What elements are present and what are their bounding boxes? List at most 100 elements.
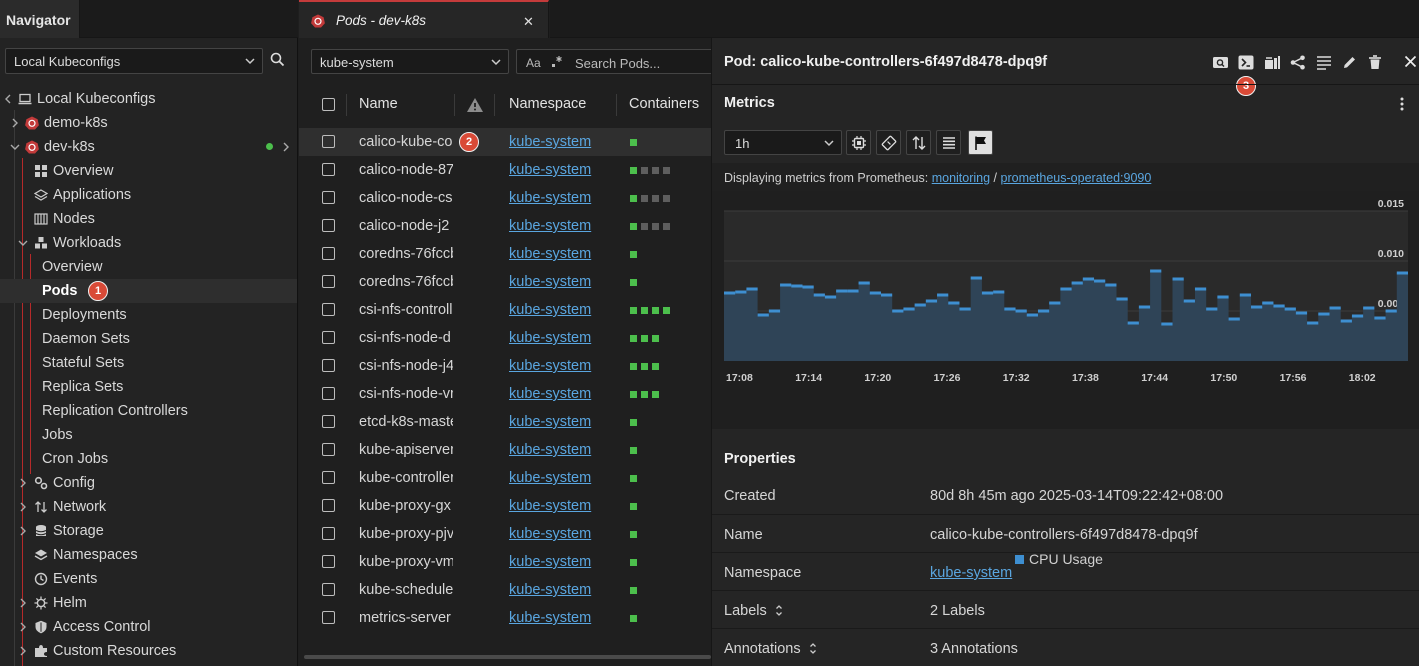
row-checkbox[interactable] [322,247,335,260]
row-checkbox[interactable] [322,163,335,176]
pod-namespace-link[interactable]: kube-system [509,358,592,374]
monitoring-link[interactable]: monitoring [931,171,991,185]
row-checkbox[interactable] [322,303,335,316]
search-icon[interactable] [270,52,285,67]
pod-namespace-link[interactable]: kube-system [509,470,592,486]
regex-icon[interactable] [550,55,564,69]
tree-daemon-sets[interactable]: Daemon Sets [0,327,297,351]
pod-namespace-link[interactable]: kube-system [509,218,592,234]
tree-events[interactable]: Events [0,567,297,591]
table-row[interactable]: csi-nfs-node-vr kube-system [299,380,711,408]
row-checkbox[interactable] [322,415,335,428]
row-checkbox[interactable] [322,219,335,232]
row-checkbox[interactable] [322,135,335,148]
tree-access-control[interactable]: Access Control [0,615,297,639]
table-row[interactable]: coredns-76fccb kube-system [299,268,711,296]
table-row[interactable]: csi-nfs-node-d kube-system [299,324,711,352]
table-row[interactable]: kube-proxy-vm kube-system [299,548,711,576]
property-row-annotations[interactable]: Annotations 3 Annotations [712,628,1419,666]
pod-namespace-link[interactable]: kube-system [509,190,592,206]
chart-legend[interactable]: CPU Usage [1015,551,1103,567]
pods-search-input[interactable]: Aa Search Pods... [516,49,716,74]
share-icon[interactable] [1290,55,1306,70]
match-case-toggle[interactable]: Aa [526,56,541,70]
row-checkbox[interactable] [322,275,335,288]
namespace-select[interactable]: kube-system [311,49,509,74]
pod-namespace-link[interactable]: kube-system [509,274,592,290]
tree-config[interactable]: Config [0,471,297,495]
tree-network[interactable]: Network [0,495,297,519]
horizontal-scrollbar[interactable] [304,655,711,659]
tree-overview[interactable]: Overview [0,159,297,183]
row-checkbox[interactable] [322,331,335,344]
terminal-icon[interactable] [1238,55,1254,70]
column-header-name[interactable]: Name [359,96,398,112]
table-row[interactable]: kube-apiserver kube-system [299,436,711,464]
delete-trash-icon[interactable] [1368,55,1382,70]
table-row[interactable]: calico-kube-controllers-6f497d8478-dpq9f… [299,128,711,156]
prometheus-service-link[interactable]: prometheus-operated:9090 [1000,171,1152,185]
table-row[interactable]: coredns-76fccb kube-system [299,240,711,268]
tree-nodes[interactable]: Nodes [0,207,297,231]
row-checkbox[interactable] [322,555,335,568]
tree-stateful-sets[interactable]: Stateful Sets [0,351,297,375]
row-checkbox[interactable] [322,359,335,372]
table-row[interactable]: calico-node-87 kube-system [299,156,711,184]
attach-icon[interactable] [1264,55,1281,70]
table-row[interactable]: kube-controller kube-system [299,464,711,492]
cpu-metric-button[interactable] [846,130,871,155]
tree-cron-jobs[interactable]: Cron Jobs [0,447,297,471]
pod-namespace-link[interactable]: kube-system [509,302,592,318]
row-checkbox[interactable] [322,611,335,624]
row-checkbox[interactable] [322,443,335,456]
row-checkbox[interactable] [322,191,335,204]
pod-namespace-link[interactable]: kube-system [509,526,592,542]
table-row[interactable]: csi-nfs-node-j4 kube-system [299,352,711,380]
table-row[interactable]: kube-proxy-gx kube-system [299,492,711,520]
tree-pods[interactable]: Pods 1 [0,279,297,303]
table-row[interactable]: etcd-k8s-master kube-system [299,408,711,436]
table-row[interactable]: kube-scheduler kube-system [299,576,711,604]
table-row[interactable]: calico-node-cs kube-system [299,184,711,212]
metrics-range-select[interactable]: 1h [724,130,842,155]
memory-metric-button[interactable] [876,130,901,155]
expand-toggle-icon[interactable] [809,642,817,655]
pod-namespace-link[interactable]: kube-system [509,554,592,570]
close-icon[interactable] [1404,55,1417,68]
tree-deployments[interactable]: Deployments [0,303,297,327]
column-header-namespace[interactable]: Namespace [509,96,587,112]
table-row[interactable]: kube-proxy-pjv kube-system [299,520,711,548]
tree-workloads[interactable]: Workloads [0,231,297,255]
row-checkbox[interactable] [322,583,335,596]
network-metric-button[interactable] [906,130,931,155]
tree-cluster-dev-k8s[interactable]: dev-k8s [0,135,297,159]
tree-workloads-overview[interactable]: Overview [0,255,297,279]
close-icon[interactable]: ✕ [523,14,534,29]
pod-namespace-link[interactable]: kube-system [509,330,592,346]
tree-helm[interactable]: Helm [0,591,297,615]
column-header-containers[interactable]: Containers [629,96,700,112]
pod-namespace-link[interactable]: kube-system [509,414,592,430]
tree-custom-resources[interactable]: Custom Resources [0,639,297,663]
tree-applications[interactable]: Applications [0,183,297,207]
table-row[interactable]: calico-node-j2 kube-system [299,212,711,240]
tree-jobs[interactable]: Jobs [0,423,297,447]
kubeconfig-select[interactable]: Local Kubeconfigs [5,48,263,74]
expand-toggle-icon[interactable] [775,604,783,617]
pod-namespace-link[interactable]: kube-system [509,498,592,514]
pod-namespace-link[interactable]: kube-system [509,582,592,598]
tree-replication-controllers[interactable]: Replication Controllers [0,399,297,423]
row-checkbox[interactable] [322,499,335,512]
pod-namespace-link[interactable]: kube-system [509,386,592,402]
events-metric-button[interactable] [968,130,993,155]
row-checkbox[interactable] [322,387,335,400]
tab-pods-dev-k8s[interactable]: Pods - dev-k8s ✕ [299,0,549,38]
pod-namespace-link[interactable]: kube-system [509,246,592,262]
select-all-checkbox[interactable] [322,98,335,111]
filesystem-metric-button[interactable] [936,130,961,155]
edit-pencil-icon[interactable] [1342,55,1357,70]
warning-icon[interactable] [466,97,484,113]
logs-search-icon[interactable] [1212,55,1229,70]
row-checkbox[interactable] [322,527,335,540]
tree-cluster-demo-k8s[interactable]: demo-k8s [0,111,297,135]
